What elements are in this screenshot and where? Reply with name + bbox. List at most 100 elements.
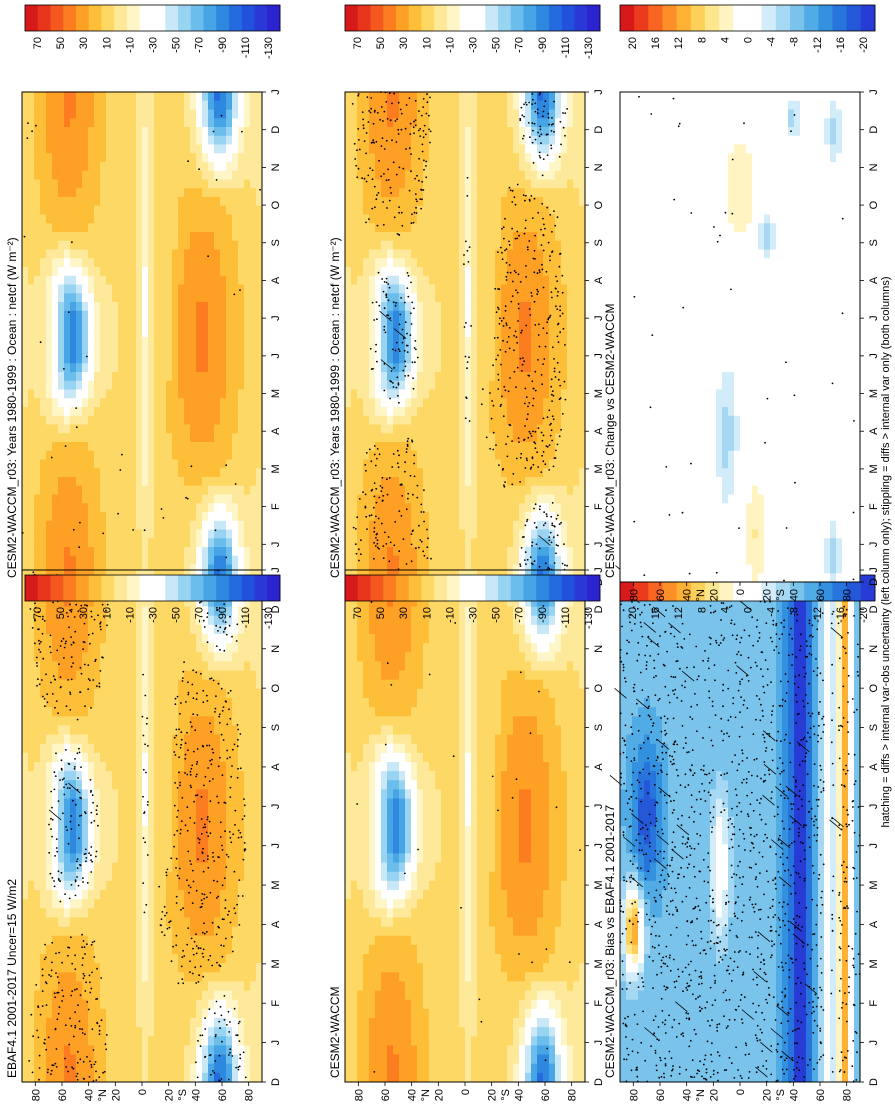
colorbar-tick-label: -110 xyxy=(560,37,572,58)
heat-cell xyxy=(136,362,143,372)
heat-cell xyxy=(160,423,167,434)
heat-cell xyxy=(453,117,460,127)
heat-cell xyxy=(429,152,436,162)
heat-cell xyxy=(345,152,352,162)
heat-cell xyxy=(58,380,65,390)
stipple-dot xyxy=(362,124,365,127)
heat-cell xyxy=(381,458,388,469)
heat-cell xyxy=(166,275,173,285)
heat-cell xyxy=(543,275,550,285)
heat-cell xyxy=(220,520,227,530)
stipple-dot xyxy=(538,345,541,348)
heat-cell xyxy=(351,388,358,399)
heat-cell xyxy=(154,327,161,337)
heat-cell xyxy=(256,467,263,477)
heat-cell xyxy=(579,283,586,294)
heat-cell xyxy=(465,423,472,434)
heat-cell xyxy=(345,327,352,337)
heat-cell xyxy=(363,117,370,127)
heat-cell xyxy=(40,327,47,337)
heat-cell xyxy=(435,143,442,154)
heat-cell xyxy=(136,292,143,302)
heat-cell xyxy=(579,327,586,337)
heat-cell xyxy=(184,205,191,215)
heat-cell xyxy=(178,301,185,311)
heat-cell xyxy=(387,380,394,390)
stipple-dot xyxy=(534,370,537,373)
heat-cell xyxy=(417,336,424,346)
heat-cell xyxy=(232,362,239,372)
stipple-dot xyxy=(372,367,374,370)
heat-cell xyxy=(501,432,508,442)
heat-cell xyxy=(70,458,77,469)
heat-cell xyxy=(22,231,29,241)
heat-cell xyxy=(405,345,412,355)
heat-cell xyxy=(513,336,520,346)
stipple-dot xyxy=(383,307,386,310)
stipple-dot xyxy=(398,350,401,353)
heat-cell xyxy=(130,327,137,337)
heat-cell xyxy=(58,266,65,276)
heat-cell xyxy=(561,537,568,547)
stipple-dot xyxy=(387,283,390,285)
heat-cell xyxy=(166,441,173,451)
stipple-dot xyxy=(390,192,392,194)
heat-cell xyxy=(142,388,149,399)
stipple-dot xyxy=(533,522,536,524)
stipple-dot xyxy=(526,518,529,521)
heat-cell xyxy=(477,406,484,416)
heat-cell xyxy=(148,406,155,416)
heat-cell xyxy=(477,485,484,495)
heat-cell xyxy=(232,458,239,469)
heat-cell xyxy=(399,362,406,372)
heat-cell xyxy=(220,528,227,539)
heat-cell xyxy=(142,555,149,565)
heat-cell xyxy=(94,231,101,241)
heat-cell xyxy=(34,423,41,434)
heat-cell xyxy=(555,388,562,399)
heat-cell xyxy=(172,415,179,425)
heat-cell xyxy=(465,388,472,399)
heat-cell xyxy=(40,248,47,259)
heat-cell xyxy=(375,362,382,372)
heat-cell xyxy=(399,528,406,539)
heat-cell xyxy=(435,371,442,381)
stipple-dot xyxy=(548,316,551,319)
stipple-dot xyxy=(412,126,415,129)
heat-cell xyxy=(441,388,448,399)
heat-cell xyxy=(214,467,221,477)
heat-cell xyxy=(184,485,191,495)
colorbar-swatch xyxy=(396,5,410,31)
heat-cell xyxy=(148,432,155,442)
heat-cell xyxy=(411,100,418,110)
heat-cell xyxy=(220,327,227,337)
heat-cell xyxy=(369,170,376,180)
stipple-dot xyxy=(497,378,500,381)
stipple-dot xyxy=(397,133,400,135)
stipple-dot xyxy=(383,110,386,113)
heat-cell xyxy=(34,292,41,302)
heat-cell xyxy=(70,546,77,556)
heat-cell xyxy=(100,371,107,381)
heat-cell xyxy=(483,257,490,267)
heat-cell xyxy=(399,432,406,442)
heat-cell xyxy=(453,502,460,512)
heat-cell xyxy=(429,485,436,495)
heat-cell xyxy=(232,240,239,250)
heat-cell xyxy=(387,240,394,250)
stipple-dot xyxy=(538,508,541,511)
heat-cell xyxy=(190,353,197,364)
heat-cell xyxy=(118,441,125,451)
stipple-dot xyxy=(516,341,519,344)
heat-cell xyxy=(501,152,508,162)
heat-cell xyxy=(513,406,520,416)
heat-cell xyxy=(387,91,394,101)
heat-cell xyxy=(154,528,161,539)
heat-cell xyxy=(202,397,209,407)
heat-cell xyxy=(351,283,358,294)
heat-cell xyxy=(357,318,364,329)
stipple-dot xyxy=(533,122,536,125)
heat-cell xyxy=(429,546,436,556)
heat-cell xyxy=(579,380,586,390)
heat-cell xyxy=(483,318,490,329)
